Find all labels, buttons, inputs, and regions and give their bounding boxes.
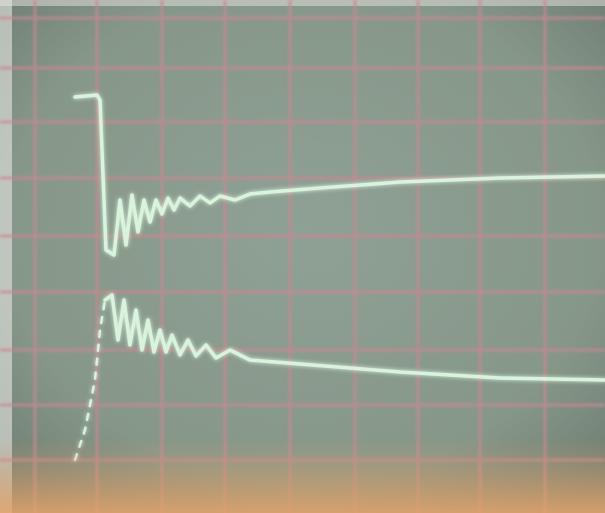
oscilloscope-photo bbox=[0, 0, 605, 513]
screen bbox=[0, 0, 605, 513]
bottom-glow bbox=[0, 440, 605, 513]
left-edge bbox=[0, 0, 12, 513]
top-edge bbox=[0, 0, 605, 6]
page bbox=[0, 0, 605, 513]
